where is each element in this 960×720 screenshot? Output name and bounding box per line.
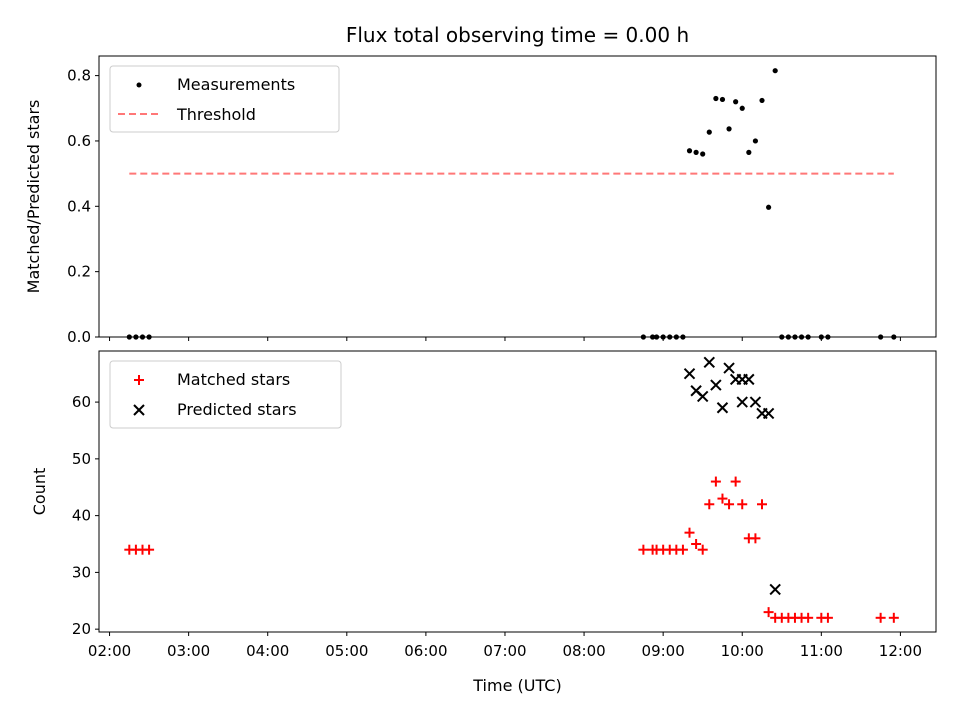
bottom-y-tick-label: 40	[72, 507, 91, 525]
bottom-legend: Matched stars Predicted stars	[109, 360, 342, 429]
x-tick-label: 12:00	[879, 642, 922, 660]
bottom-y-tick-label: 50	[72, 450, 91, 468]
predicted-star-point	[683, 367, 696, 380]
x-tick-label: 06:00	[404, 642, 447, 660]
top-axes-frame	[98, 55, 937, 338]
x-tick-label: 08:00	[562, 642, 605, 660]
bottom-legend-frame	[109, 360, 342, 429]
legend-predicted-marker	[133, 404, 145, 416]
measurement-point	[686, 148, 693, 154]
top-legend: Measurements Threshold	[109, 65, 340, 133]
x-tick-label: 11:00	[800, 642, 843, 660]
matched-star-point	[704, 499, 715, 510]
measurement-point	[733, 99, 739, 105]
matched-star-point	[875, 612, 886, 623]
x-axis-label: Time (UTC)	[472, 676, 561, 695]
x-tick-label: 05:00	[325, 642, 368, 660]
matched-star-point	[757, 499, 768, 510]
measurement-point	[759, 97, 765, 104]
legend-matched-label: Matched stars	[177, 370, 290, 389]
predicted-star-point	[762, 407, 775, 420]
x-tick-label: 07:00	[483, 642, 526, 660]
predicted-star-point	[743, 373, 755, 386]
bottom-y-tick-label: 60	[72, 393, 91, 411]
measurement-point	[719, 96, 726, 103]
x-tick-label: 04:00	[246, 642, 289, 660]
matched-star-point	[888, 612, 899, 623]
predicted-star-point	[736, 396, 748, 408]
matched-star-point	[691, 539, 702, 550]
matched-star-point	[763, 607, 774, 618]
legend-measurements-label: Measurements	[177, 75, 295, 94]
bottom-axes-frame	[98, 350, 937, 633]
matched-star-point	[697, 544, 708, 555]
x-tick-label: 02:00	[88, 642, 131, 660]
matched-star-point	[710, 476, 721, 487]
predicted-star-point	[749, 396, 762, 408]
top-axes: 0.0 0.2 0.4 0.6 0.8	[67, 55, 937, 346]
matched-star-point	[730, 476, 741, 487]
matched-star-point	[638, 544, 649, 555]
matched-star-point	[750, 533, 761, 544]
predicted-star-point	[710, 379, 722, 391]
x-tick-label: 10:00	[721, 642, 764, 660]
top-y-tick-label: 0.6	[67, 132, 91, 150]
predicted-star-point	[769, 583, 781, 596]
measurement-point	[766, 204, 772, 210]
predicted-star-point	[703, 356, 715, 369]
measurement-point	[693, 149, 699, 155]
measurement-point	[726, 126, 732, 132]
predicted-star-point	[696, 390, 709, 403]
chart-title: Flux total observing time = 0.00 h	[346, 23, 689, 47]
x-tick-label: 03:00	[167, 642, 210, 660]
legend-predicted-label: Predicted stars	[177, 400, 297, 419]
top-y-axis-label: Matched/Predicted stars	[24, 100, 43, 294]
measurement-point	[700, 151, 706, 157]
legend-x-glyph	[133, 404, 145, 416]
matched-star-point	[803, 612, 814, 623]
predicted-star-point	[716, 402, 729, 414]
matched-star-point	[684, 527, 695, 538]
matched-star-point	[822, 612, 833, 623]
top-y-tick-label: 0.4	[67, 197, 91, 215]
top-y-tick-label: 0.8	[67, 67, 91, 85]
measurement-point	[752, 138, 759, 144]
bottom-y-tick-label: 30	[72, 563, 91, 581]
measurement-point	[706, 129, 712, 135]
predicted-star-point	[723, 362, 735, 374]
top-y-tick-label: 0.2	[67, 263, 91, 281]
x-tick-label: 09:00	[642, 642, 685, 660]
bottom-y-axis-label: Count	[30, 468, 49, 516]
legend-plus-glyph	[134, 375, 144, 385]
measurement-point	[713, 95, 719, 102]
matched-star-point	[717, 493, 728, 504]
bottom-axes: 20 30 40 50 60 02:00 03:00 04:00 05:00 06:00 07:00…	[72, 350, 937, 660]
top-y-tick-label: 0.0	[67, 328, 91, 346]
legend-measurements-marker	[136, 82, 142, 88]
matched-star-point	[737, 499, 748, 510]
measurement-point	[739, 105, 745, 111]
matched-star-point	[677, 544, 688, 555]
legend-threshold-label: Threshold	[176, 105, 256, 124]
measurement-point	[746, 149, 752, 155]
matched-star-point	[144, 544, 155, 555]
legend-matched-marker	[134, 375, 144, 385]
matched-star-point	[724, 499, 735, 510]
measurement-point	[772, 68, 778, 74]
bottom-y-tick-label: 20	[72, 620, 91, 638]
top-legend-frame	[109, 65, 340, 133]
